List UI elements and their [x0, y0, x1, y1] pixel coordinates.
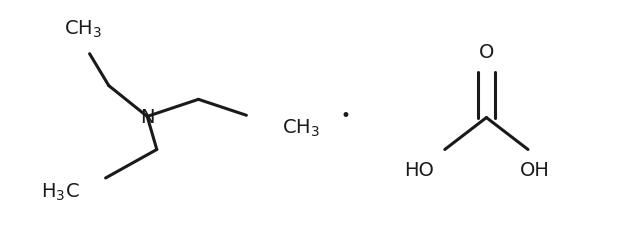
Text: N: N: [140, 107, 154, 126]
Text: CH$_3$: CH$_3$: [64, 19, 102, 40]
Text: OH: OH: [520, 161, 549, 180]
Text: O: O: [479, 43, 494, 62]
Text: H$_3$C: H$_3$C: [42, 181, 80, 202]
Text: CH$_3$: CH$_3$: [282, 118, 319, 139]
Text: •: •: [340, 107, 351, 125]
Text: HO: HO: [404, 161, 434, 180]
